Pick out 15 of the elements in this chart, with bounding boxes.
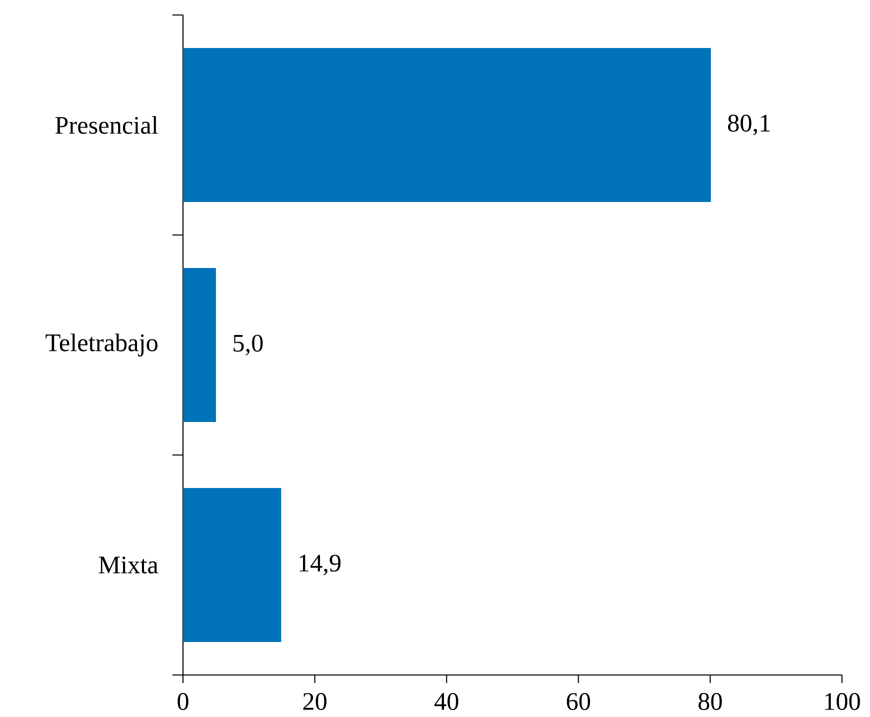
x-tick-label: 60 (566, 693, 590, 710)
x-tick-label: 0 (178, 693, 188, 710)
y-tick-label: Presencial (55, 116, 158, 134)
y-tick-label: Mixta (98, 556, 158, 574)
bar (183, 268, 216, 422)
x-tick-label: 100 (825, 693, 860, 710)
x-tick-label: 80 (698, 693, 722, 710)
x-tick-label: 20 (303, 693, 326, 710)
data-label: 14,9 (300, 554, 341, 576)
x-tick-label: 40 (434, 693, 458, 710)
y-tick-label: Teletrabajo (46, 334, 158, 356)
data-label: 80,1 (728, 114, 770, 136)
bar (183, 48, 711, 202)
bar (183, 488, 282, 642)
data-label: 5,0 (234, 334, 263, 356)
